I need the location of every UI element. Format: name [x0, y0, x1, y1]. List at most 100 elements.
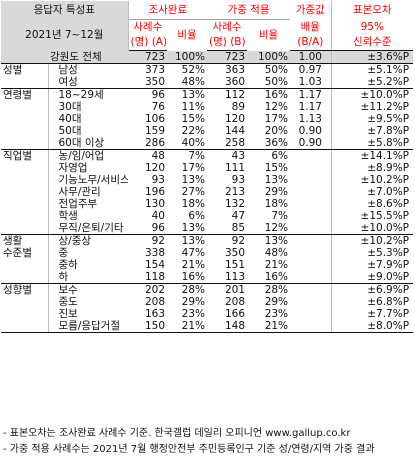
weight-ratio-header-1: 가중값: [295, 3, 325, 16]
error-margin: ±10.0%P: [330, 88, 414, 101]
cases-b: 111: [224, 162, 246, 174]
cases-b: 112: [224, 89, 246, 101]
ratio-b: 13%: [264, 174, 289, 186]
weight-ratio: 1.17: [298, 101, 322, 113]
total-label: 강원도 전체: [48, 50, 128, 64]
ratio-b: 50%: [247, 76, 291, 89]
cases-b: 47: [231, 210, 246, 222]
ratio-a: 28%: [181, 284, 206, 296]
ratio-b: 15%: [264, 162, 289, 174]
cases-a: 286: [128, 137, 167, 150]
row-label: 전업주부: [58, 198, 98, 210]
section-label: 성향별: [1, 283, 49, 333]
ratio-b: 21%: [247, 320, 291, 333]
table-row: 연령별 18~29세 96 13% 112 16% 1.17 ±10.0%P: [1, 88, 414, 150]
error-margin: ±7.0%P: [330, 186, 414, 198]
cases-a: 93: [151, 174, 165, 186]
table-row: 성별 남성 373 52% 363 50% 0.97 ±5.1%P: [1, 63, 414, 89]
error-margin: ±6.9%P: [330, 283, 414, 296]
weight-ratio: [290, 150, 331, 163]
weight-ratio: [290, 235, 331, 248]
table-row: 성향별 보수 202 28% 201 28% ±6.9%P: [1, 283, 414, 333]
section-label-line1: 성별: [3, 64, 23, 76]
row-label: 여성: [48, 76, 128, 89]
cases-a: 118: [128, 271, 167, 284]
table-title: 응답자 특성표: [1, 1, 129, 20]
ratio-a: 29%: [181, 296, 206, 308]
table-row: 모름/응답거절 150 21% 148 21% ±8.0%P: [1, 320, 414, 333]
weight-ratio: [290, 259, 331, 271]
ratio-a: 40%: [167, 137, 208, 150]
cases-b-header-1: 사례수: [212, 21, 242, 33]
cases-b: 144: [224, 125, 246, 137]
table-row: 진보 163 23% 166 23% ±7.7%P: [1, 308, 414, 320]
ratio-a: 18%: [181, 198, 206, 210]
section-label: 연령별: [1, 88, 49, 150]
ratio-b: 28%: [264, 284, 289, 296]
ratio-b: 20%: [264, 125, 289, 137]
weight-ratio: [290, 284, 331, 297]
cases-a: 196: [144, 186, 165, 198]
table-row: 직업별 농/임/어업 48 7% 43 6% ±14.1%P: [1, 149, 414, 235]
footnote-1: - 표본오차는 조사완료 사례수 기준. 한국갤럽 데일리 오피니언 www.g…: [3, 428, 351, 439]
cases-b: 92: [231, 235, 246, 247]
error-margin: ±5.1%P: [330, 63, 414, 76]
error-margin: ±11.2%P: [330, 101, 414, 113]
ratio-b-header: 비율: [258, 28, 279, 41]
section-label-line1: 생활: [3, 235, 23, 247]
ratio-a: 7%: [188, 150, 206, 162]
ratio-b: 13%: [264, 235, 289, 247]
row-label: 하: [48, 271, 128, 284]
table-row: 생활 수준별 상/중상 92 13% 92 13% ±10.2%P: [1, 234, 414, 284]
error-margin: ±8.0%P: [330, 320, 414, 333]
error-margin: ±10.2%P: [330, 234, 414, 247]
error-margin: ±5.2%P: [330, 76, 414, 89]
total-error: ±3.6%P: [330, 50, 414, 64]
ratio-b: 48%: [264, 247, 289, 259]
table-row: 중도 208 29% 208 29% ±6.8%P: [1, 296, 414, 308]
error-header-2: 95%: [330, 19, 414, 35]
cases-b: 213: [224, 186, 246, 198]
ratio-a: 13%: [167, 222, 208, 235]
cases-a: 154: [144, 259, 165, 271]
row-label: 남성: [58, 64, 78, 76]
group-header-survey: 조사완료: [128, 1, 208, 20]
ratio-b: 18%: [264, 198, 289, 210]
cases-a: 40: [151, 210, 165, 222]
row-label: 60대 이상: [48, 137, 128, 150]
cases-a: 92: [151, 235, 165, 247]
ratio-a: 16%: [167, 271, 208, 284]
cases-a-header-2: (명) (A): [128, 35, 167, 51]
cases-a: 338: [144, 247, 165, 259]
weight-ratio: [290, 174, 331, 186]
ratio-a: 27%: [181, 186, 206, 198]
cases-b: 151: [224, 259, 246, 271]
total-cases-b: 723: [207, 50, 248, 64]
ratio-a: 21%: [167, 320, 208, 333]
error-margin: ±5.8%P: [330, 137, 414, 150]
row-label: 중도: [58, 296, 78, 308]
error-margin: ±5.3%P: [330, 247, 414, 259]
ratio-b: 29%: [264, 186, 289, 198]
weight-ratio: [290, 222, 332, 235]
cases-a: 48: [151, 150, 165, 162]
ratio-a-header: 비율: [177, 28, 197, 41]
cases-a: 159: [144, 125, 165, 137]
row-label: 모름/응답거절: [48, 320, 128, 333]
error-margin: ±7.9%P: [330, 259, 414, 271]
row-label: 기능노무/서비스: [58, 174, 129, 186]
ratio-b: 21%: [264, 259, 289, 271]
weight-ratio: [290, 210, 331, 222]
cases-a: 76: [151, 101, 165, 113]
cases-a: 373: [144, 64, 165, 76]
row-label: 40대: [58, 113, 82, 125]
ratio-a: 13%: [181, 89, 206, 101]
section-label: 직업별: [1, 149, 49, 235]
ratio-a: 21%: [181, 259, 206, 271]
error-margin: ±14.1%P: [330, 149, 414, 162]
error-header-3: 신뢰수준: [330, 35, 414, 51]
ratio-a: 23%: [181, 308, 206, 320]
section-label: 성별: [1, 63, 49, 89]
row-label: 상/중상: [58, 235, 92, 247]
error-margin: ±7.7%P: [330, 308, 414, 320]
